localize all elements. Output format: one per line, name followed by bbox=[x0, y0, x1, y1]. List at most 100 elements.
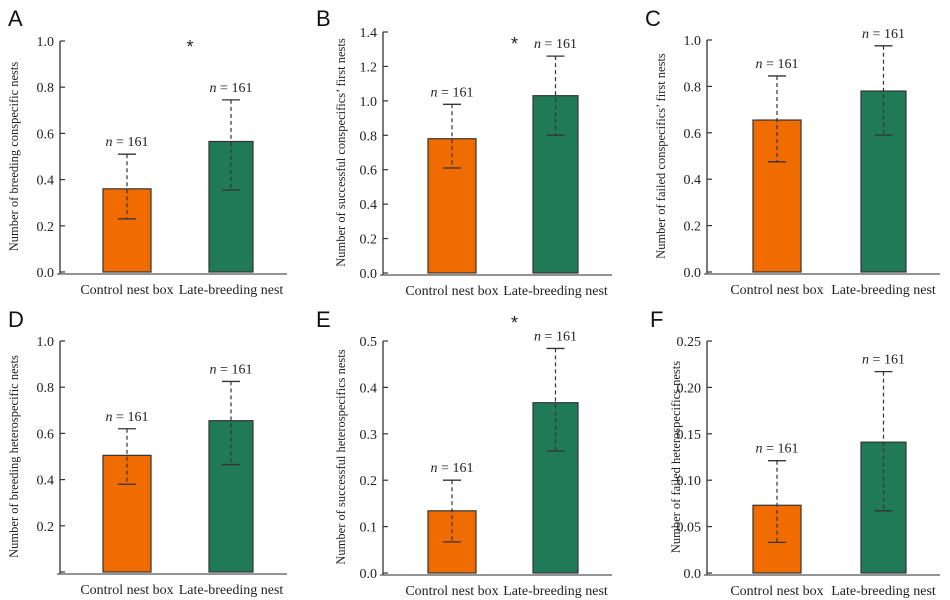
sample-size-label: n = 161 bbox=[862, 353, 905, 368]
y-tick-label: 0.25 bbox=[677, 335, 702, 350]
x-category-label: Late-breeding nest bbox=[831, 283, 936, 298]
sample-size-label: n = 161 bbox=[106, 135, 149, 150]
sample-size-symbol: n bbox=[106, 135, 113, 150]
sample-size-symbol: n bbox=[756, 442, 763, 457]
y-tick-label: 0.6 bbox=[684, 127, 702, 142]
x-category-label: Control nest box bbox=[730, 283, 823, 298]
bar-late-breeding bbox=[208, 140, 254, 273]
sample-size-symbol: n bbox=[756, 57, 763, 72]
sample-size-label: n = 161 bbox=[756, 442, 799, 457]
sample-size-symbol: n bbox=[106, 410, 113, 425]
y-tick-label: 0.0 bbox=[684, 266, 702, 281]
bar-control bbox=[102, 188, 152, 273]
y-axis-label: Number of failed heterospecifics nests bbox=[669, 361, 683, 553]
panel-letter: D bbox=[8, 307, 24, 332]
y-tick-label: 0.0 bbox=[37, 266, 55, 281]
x-category-label: Late-breeding nest bbox=[503, 584, 608, 599]
y-tick-label: 0.6 bbox=[37, 127, 55, 142]
y-tick-label: 0.4 bbox=[37, 174, 55, 189]
y-tick-label: 1.0 bbox=[37, 35, 55, 50]
sample-size-label: n = 161 bbox=[534, 37, 577, 52]
bar-control bbox=[102, 454, 152, 573]
y-tick-label: 0.2 bbox=[684, 220, 702, 235]
sample-size-value: = 161 bbox=[763, 57, 799, 72]
panel-f: F 0.0 0.05 0.10 0.15 0.20 0.25 Number of failed… bbox=[650, 307, 940, 599]
y-tick-label: 1.0 bbox=[37, 335, 55, 350]
sample-size-value: = 161 bbox=[763, 442, 799, 457]
x-category-label: Control nest box bbox=[405, 284, 498, 299]
sample-size-label: n = 161 bbox=[210, 362, 253, 377]
x-category-label: Control nest box bbox=[80, 283, 173, 298]
sample-size-symbol: n bbox=[862, 27, 869, 42]
y-tick-label: 0.8 bbox=[360, 129, 378, 144]
sample-size-value: = 161 bbox=[113, 135, 149, 150]
panel-letter: B bbox=[316, 6, 331, 31]
y-tick-label: 0.3 bbox=[360, 428, 378, 443]
y-tick-label: 0.20 bbox=[677, 381, 702, 396]
significance-marker: * bbox=[511, 34, 518, 54]
sample-size-symbol: n bbox=[431, 85, 438, 100]
x-category-label: Late-breeding nest bbox=[179, 583, 284, 598]
y-tick-label: 0.6 bbox=[360, 164, 378, 179]
sample-size-label: n = 161 bbox=[756, 57, 799, 72]
y-tick-label: 1.0 bbox=[360, 95, 378, 110]
y-tick-label: 0.1 bbox=[360, 521, 378, 536]
y-tick-label: 0.5 bbox=[360, 335, 378, 350]
sample-size-label: n = 161 bbox=[534, 329, 577, 344]
bar-late-breeding bbox=[532, 95, 579, 274]
sample-size-value: = 161 bbox=[869, 353, 905, 368]
y-tick-label: 0.8 bbox=[37, 81, 55, 96]
significance-marker: * bbox=[511, 313, 518, 333]
bar-late-breeding bbox=[860, 90, 907, 273]
y-tick-label: 0.2 bbox=[37, 520, 55, 535]
panel-letter: A bbox=[8, 6, 23, 31]
panel-e: E 0.0 0.1 0.2 0.3 0.4 0.5 Number of successful … bbox=[316, 307, 612, 599]
sample-size-label: n = 161 bbox=[210, 81, 253, 96]
y-tick-label: 0.4 bbox=[684, 173, 702, 188]
y-tick-label: 0.2 bbox=[360, 233, 378, 248]
y-tick-label: 0.6 bbox=[37, 427, 55, 442]
y-tick-label: 1.4 bbox=[360, 26, 378, 41]
y-tick-label: 0.4 bbox=[360, 381, 378, 396]
sample-size-symbol: n bbox=[534, 329, 541, 344]
sample-size-label: n = 161 bbox=[431, 461, 474, 476]
y-tick-label: 1.0 bbox=[684, 34, 702, 49]
bar-late-breeding bbox=[208, 420, 254, 573]
x-category-label: Control nest box bbox=[730, 584, 823, 599]
sample-size-value: = 161 bbox=[438, 461, 474, 476]
y-tick-label: 0.4 bbox=[37, 474, 55, 489]
bar-late-breeding bbox=[532, 402, 579, 574]
y-tick-label: 0.0 bbox=[360, 567, 378, 582]
x-category-label: Late-breeding nest bbox=[503, 284, 608, 299]
y-tick-label: 0.0 bbox=[360, 267, 378, 282]
y-tick-label: 0.2 bbox=[360, 474, 378, 489]
sample-size-label: n = 161 bbox=[431, 85, 474, 100]
sample-size-label: n = 161 bbox=[862, 27, 905, 42]
x-category-label: Late-breeding nest bbox=[831, 584, 936, 599]
panel-c: C 0.0 0.2 0.4 0.6 0.8 1.0 Number of failed cons… bbox=[645, 6, 940, 298]
sample-size-value: = 161 bbox=[217, 81, 253, 96]
sample-size-symbol: n bbox=[862, 353, 869, 368]
sample-size-symbol: n bbox=[534, 37, 541, 52]
panel-letter: F bbox=[650, 307, 663, 332]
y-tick-label: 0.2 bbox=[37, 220, 55, 235]
y-tick-label: 0.4 bbox=[360, 198, 378, 213]
y-axis-label: Number of failed conspecifics’ first nes… bbox=[654, 53, 668, 259]
y-tick-label: 1.2 bbox=[360, 60, 378, 75]
significance-marker: * bbox=[186, 37, 193, 57]
sample-size-symbol: n bbox=[210, 362, 217, 377]
y-tick-label: 0.10 bbox=[677, 474, 702, 489]
sample-size-value: = 161 bbox=[869, 27, 905, 42]
y-tick-label: 0.0 bbox=[684, 567, 702, 582]
y-axis-label: Number of breeding conspecific nests bbox=[7, 62, 21, 252]
sample-size-value: = 161 bbox=[217, 362, 253, 377]
panel-d: D 0.2 0.4 0.6 0.8 1.0 Number of breeding heter… bbox=[7, 307, 287, 598]
sample-size-value: = 161 bbox=[438, 85, 474, 100]
sample-size-value: = 161 bbox=[541, 329, 577, 344]
panel-b: B 0.0 0.2 0.4 0.6 0.8 1.0 1.2 1.4 Number of succe… bbox=[316, 6, 612, 299]
panel-a: A 0.0 0.2 0.4 0.6 0.8 1.0 Number of breeding co… bbox=[7, 6, 287, 298]
y-tick-label: 0.8 bbox=[684, 80, 702, 95]
x-category-label: Control nest box bbox=[405, 584, 498, 599]
panel-letter: E bbox=[316, 307, 331, 332]
